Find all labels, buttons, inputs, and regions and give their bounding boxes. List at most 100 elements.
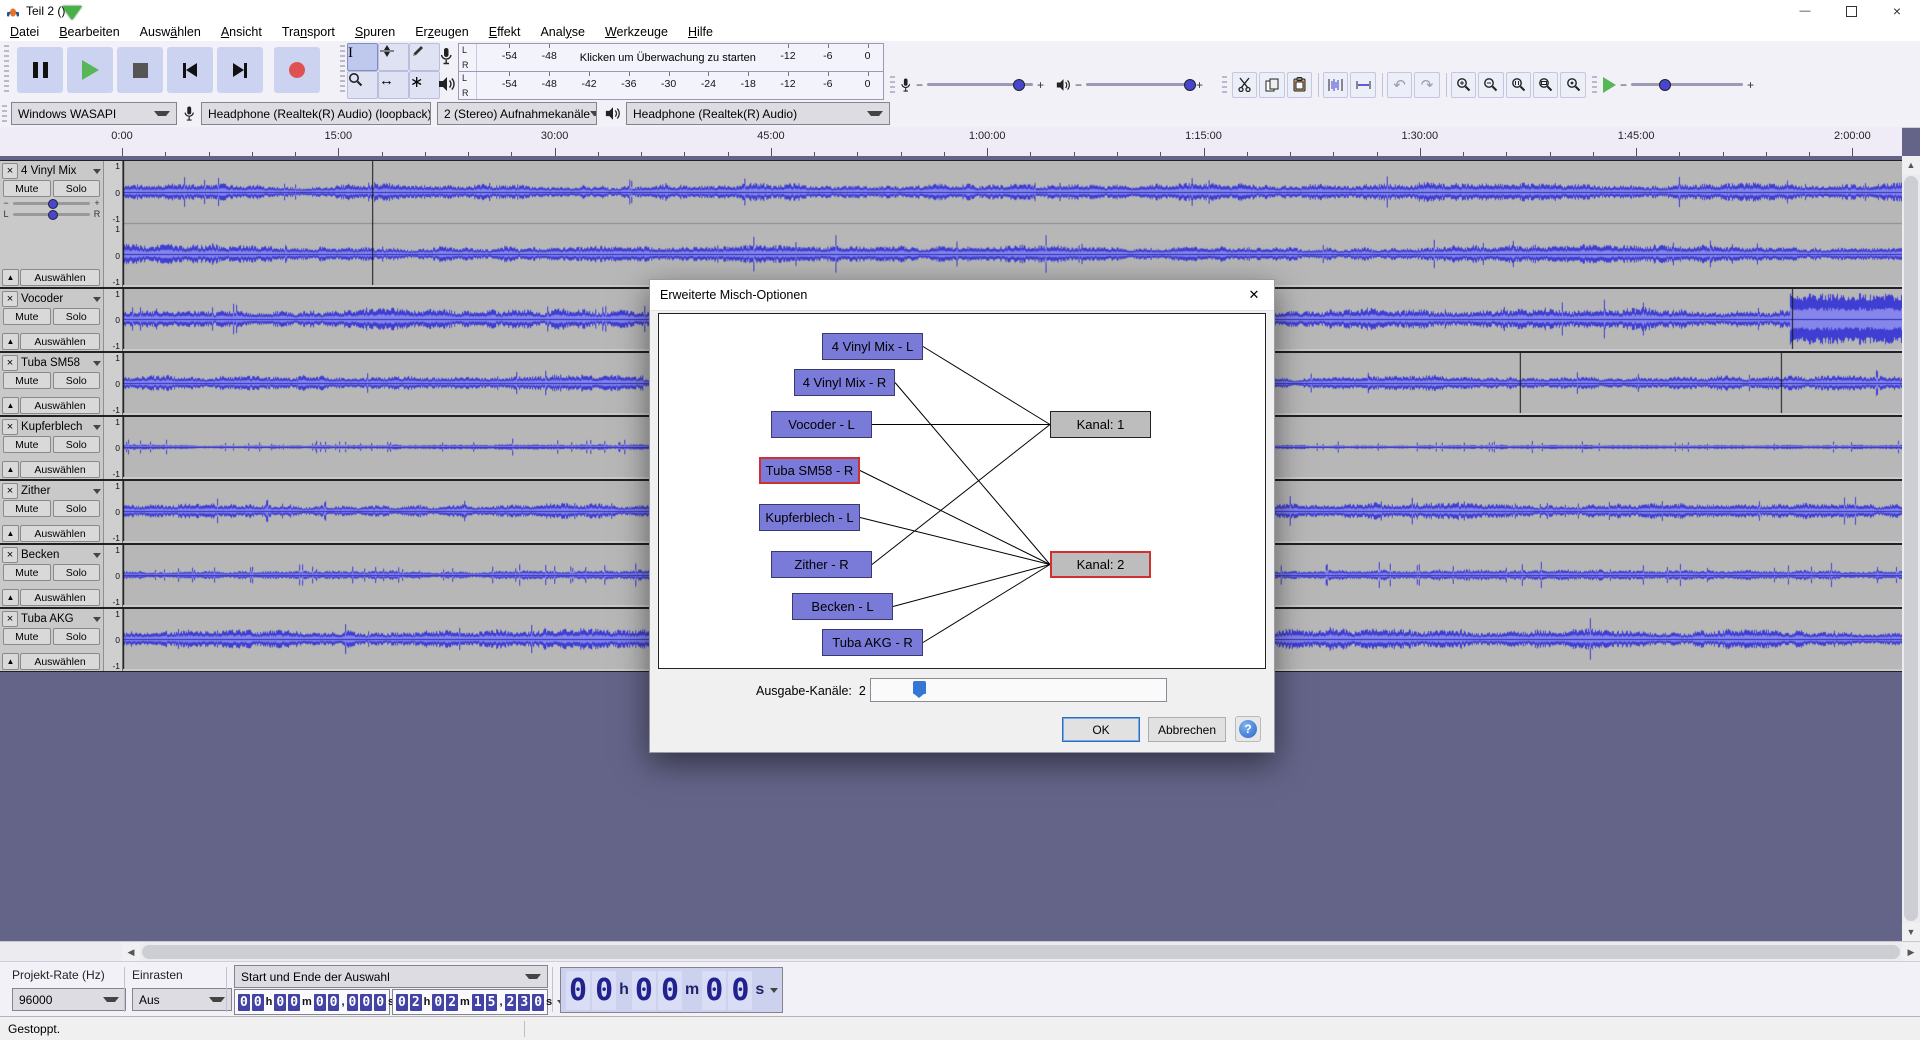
select-track-button[interactable]: Auswählen [20,589,100,606]
menu-item-erzeugen[interactable]: Erzeugen [415,24,469,39]
mute-button[interactable]: Mute [3,564,51,581]
zoom-selection-button[interactable] [1505,71,1532,98]
mixer-source-zither-r[interactable]: Zither - R [771,551,872,578]
close-button[interactable]: × [1892,3,1902,19]
pause-button[interactable] [17,47,63,93]
time-separator[interactable]: , [499,996,503,1008]
track-control-panel[interactable]: × Vocoder Mute Solo ▲ Auswählen [0,289,104,351]
trim-audio-button[interactable] [1322,71,1349,98]
mixer-source-4-vinyl-mix-r[interactable]: 4 Vinyl Mix - R [794,369,895,396]
zoom-out-button[interactable] [1478,71,1504,98]
select-track-button[interactable]: Auswählen [20,333,100,350]
time-digit[interactable]: 0 [702,970,727,1010]
track-control-panel[interactable]: × Kupferblech Mute Solo ▲ Auswählen [0,417,104,479]
audio-host-dropdown[interactable]: Windows WASAPI [11,102,177,125]
time-digit[interactable]: 0 [592,970,617,1010]
track-menu-chevron-icon[interactable] [93,488,101,494]
scroll-right-arrow[interactable]: ▶ [1902,943,1920,961]
menu-item-ansicht[interactable]: Ansicht [220,24,262,39]
zoom-toggle-button[interactable] [1560,71,1586,98]
menu-item-spuren[interactable]: Spuren [354,24,396,39]
track-close-button[interactable]: × [2,163,18,179]
mute-button[interactable]: Mute [3,372,51,389]
paste-button[interactable] [1286,71,1313,98]
draw-tool-button[interactable] [409,43,440,71]
select-track-button[interactable]: Auswählen [20,525,100,542]
toolbar-grip[interactable] [340,45,345,95]
track-control-panel[interactable]: × Zither Mute Solo ▲ Auswählen [0,481,104,543]
menu-item-transport[interactable]: Transport [281,24,335,39]
mixer-channel-1[interactable]: Kanal: 1 [1050,411,1151,438]
time-separator[interactable]: , [341,996,345,1008]
redo-button[interactable]: ↷ [1414,71,1440,98]
track-menu-chevron-icon[interactable] [93,616,101,622]
track-name[interactable]: Kupferblech [21,421,83,433]
collapse-track-button[interactable]: ▲ [2,589,19,606]
mixer-source-kupferblech-l[interactable]: Kupferblech - L [759,504,860,531]
pan-slider[interactable] [13,209,90,220]
mixer-source-4-vinyl-mix-l[interactable]: 4 Vinyl Mix - L [822,333,923,360]
undo-button[interactable]: ↶ [1386,71,1413,98]
time-digit[interactable]: 1 [471,993,484,1011]
track-close-button[interactable]: × [2,611,18,627]
minimize-button[interactable]: — [1799,5,1811,17]
time-separator[interactable]: h [423,996,431,1008]
solo-button[interactable]: Solo [52,308,100,325]
mixer-source-becken-l[interactable]: Becken - L [792,593,893,620]
zoom-in-button[interactable] [1450,71,1477,98]
slider-thumb[interactable] [47,198,58,209]
track-menu-chevron-icon[interactable] [93,424,101,430]
time-digit[interactable]: 0 [313,993,326,1011]
time-digit[interactable]: 0 [532,993,545,1011]
track-menu-chevron-icon[interactable] [93,168,101,174]
time-separator[interactable]: m [685,981,700,998]
toolbar-grip[interactable] [2,104,7,123]
multi-tool-button[interactable]: ∗ [409,71,440,99]
time-digit[interactable]: 0 [346,993,359,1011]
solo-button[interactable]: Solo [52,628,100,645]
mute-button[interactable]: Mute [3,308,51,325]
slider-thumb[interactable] [1184,79,1197,91]
playback-volume-slider[interactable] [1086,79,1197,91]
horizontal-scrollbar[interactable]: ◀ ▶ [0,941,1920,962]
mixer-source-vocoder-l[interactable]: Vocoder - L [771,411,872,438]
slider-thumb[interactable] [913,681,926,698]
mute-button[interactable]: Mute [3,436,51,453]
track-name[interactable]: 4 Vinyl Mix [21,165,77,177]
copy-button[interactable] [1259,71,1285,98]
track-name[interactable]: Becken [21,549,60,561]
vertical-scrollbar[interactable]: ▲ ▼ [1902,156,1920,941]
mixer-channel-2[interactable]: Kanal: 2 [1050,551,1151,578]
solo-button[interactable]: Solo [52,180,100,197]
stop-button[interactable] [117,47,163,93]
track-name[interactable]: Tuba AKG [21,613,74,625]
mute-button[interactable]: Mute [3,628,51,645]
time-digit[interactable]: 0 [396,993,408,1011]
time-digit[interactable]: 2 [504,993,517,1011]
track-close-button[interactable]: × [2,419,18,435]
meter-monitor-message[interactable]: Klicken um Überwachung zu starten [562,44,774,71]
mute-button[interactable]: Mute [3,500,51,517]
time-digit[interactable]: 5 [485,993,498,1011]
time-digit[interactable]: 0 [327,993,340,1011]
time-separator[interactable]: m [302,996,312,1008]
zoom-tool-button[interactable] [347,71,378,99]
timeline-ruler[interactable]: 0:00 15:00 30:00 45:00 1:00:00 1:15:00 1:30:00… [0,127,1902,157]
scroll-down-arrow[interactable]: ▼ [1902,923,1920,941]
zoom-fit-button[interactable] [1533,71,1559,98]
mixer-source-tuba-sm58-r[interactable]: Tuba SM58 - R [759,457,860,484]
time-digit[interactable]: 0 [238,993,250,1011]
select-track-button[interactable]: Auswählen [20,461,100,478]
toolbar-grip[interactable] [1592,75,1597,94]
track-name[interactable]: Tuba SM58 [21,357,81,369]
pinned-playhead-pin[interactable] [62,6,82,20]
selection-mode-dropdown[interactable]: Start und Ende der Auswahl [234,965,548,988]
toolbar-grip[interactable] [4,45,9,95]
recording-volume-slider[interactable] [927,79,1034,91]
dialog-close-icon[interactable]: ✕ [1248,287,1260,302]
menu-item-analyse[interactable]: Analyse [540,24,585,39]
collapse-track-button[interactable]: ▲ [2,461,19,478]
silence-audio-button[interactable] [1350,71,1376,98]
